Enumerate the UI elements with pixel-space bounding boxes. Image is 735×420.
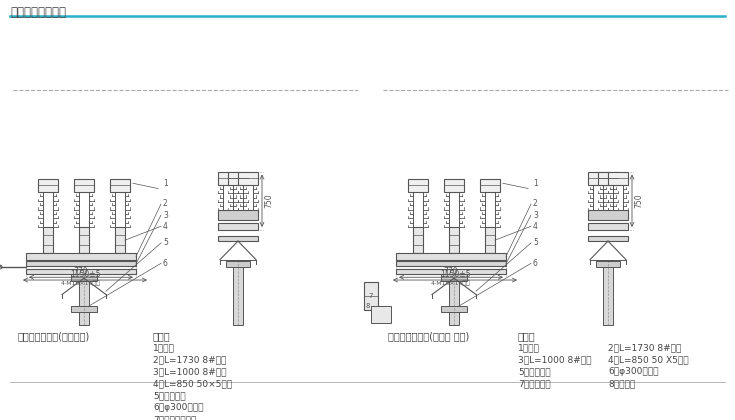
Bar — [74, 179, 94, 192]
Text: 5、撑起抱箍: 5、撑起抱箍 — [518, 367, 551, 376]
Bar — [71, 306, 97, 312]
Text: 5: 5 — [533, 239, 538, 247]
Bar — [449, 274, 459, 325]
Text: 7、手动操作手柄: 7、手动操作手柄 — [153, 415, 196, 420]
Text: 4-M16×18螺栓: 4-M16×18螺栓 — [431, 280, 471, 286]
Bar — [79, 274, 89, 325]
Bar — [441, 274, 467, 281]
Bar — [596, 262, 620, 267]
Text: 4: 4 — [533, 222, 538, 231]
Bar — [115, 227, 125, 253]
Text: 8: 8 — [366, 303, 370, 309]
Bar — [218, 236, 258, 241]
Bar — [71, 274, 97, 281]
Bar — [608, 171, 628, 184]
Bar — [364, 282, 378, 310]
Bar — [218, 171, 238, 184]
Bar — [38, 179, 58, 192]
Bar — [449, 227, 459, 253]
Text: 750: 750 — [264, 194, 273, 208]
Bar — [485, 227, 495, 253]
Bar — [218, 223, 258, 230]
Text: 6: 6 — [163, 259, 168, 268]
Bar — [79, 227, 89, 253]
Text: 6、φ300电线杆: 6、φ300电线杆 — [608, 367, 659, 376]
Text: 1、开关: 1、开关 — [518, 343, 540, 352]
Bar — [603, 260, 613, 325]
Bar — [371, 306, 391, 323]
Text: 1、开关: 1、开关 — [153, 343, 175, 352]
Text: 3、L=1000 8#槽钢: 3、L=1000 8#槽钢 — [518, 355, 592, 364]
Text: 4: 4 — [163, 222, 168, 231]
Text: 3、L=1000 8#槽钢: 3、L=1000 8#槽钢 — [153, 367, 226, 376]
Text: 说明：: 说明： — [518, 331, 536, 341]
Text: 770: 770 — [74, 267, 88, 276]
Text: 1150±5: 1150±5 — [70, 270, 100, 278]
Bar — [110, 179, 130, 192]
Text: 2、L=1730 8#槽钢: 2、L=1730 8#槽钢 — [153, 355, 226, 364]
Bar — [396, 253, 506, 260]
Text: 4、L=850 50 X5角钢: 4、L=850 50 X5角钢 — [608, 355, 689, 364]
Text: 说明：: 说明： — [153, 331, 171, 341]
Text: 2: 2 — [163, 200, 168, 208]
Text: 1150±5: 1150±5 — [440, 270, 470, 278]
Text: 外形及安装尺寸图: 外形及安装尺寸图 — [10, 6, 66, 19]
Bar — [480, 179, 500, 192]
Bar — [588, 236, 628, 241]
Text: 7、电动机构: 7、电动机构 — [518, 379, 551, 388]
Text: 3: 3 — [163, 210, 168, 220]
Bar — [396, 269, 506, 274]
Bar — [226, 262, 250, 267]
Bar — [218, 210, 258, 220]
Bar — [238, 171, 258, 184]
Bar — [588, 223, 628, 230]
Text: 2: 2 — [533, 200, 538, 208]
Text: 7: 7 — [369, 293, 373, 299]
Text: 770: 770 — [444, 267, 459, 276]
Text: 8、控制箱: 8、控制箱 — [608, 379, 635, 388]
Text: 开关安装示意图(配电动 机构): 开关安装示意图(配电动 机构) — [388, 331, 469, 341]
Bar — [588, 210, 628, 220]
Bar — [588, 171, 608, 184]
Text: 5: 5 — [163, 239, 168, 247]
Text: 开关安装示意图(手动操作): 开关安装示意图(手动操作) — [18, 331, 90, 341]
Bar — [413, 227, 423, 253]
Bar — [228, 171, 248, 184]
Text: 3: 3 — [533, 210, 538, 220]
Text: 5、撑起抱箍: 5、撑起抱箍 — [153, 391, 186, 400]
Text: 750: 750 — [634, 194, 643, 208]
Bar — [598, 171, 618, 184]
Bar — [43, 227, 53, 253]
Text: 6: 6 — [533, 259, 538, 268]
Text: 1: 1 — [163, 179, 168, 188]
Text: 4-M16×18螺栓: 4-M16×18螺栓 — [61, 280, 101, 286]
Text: 1: 1 — [533, 179, 538, 188]
Bar — [233, 260, 243, 325]
Bar — [26, 253, 136, 260]
Text: 6、φ300电线杆: 6、φ300电线杆 — [153, 403, 204, 412]
Bar — [396, 262, 506, 266]
Text: 2、L=1730 8#槽钢: 2、L=1730 8#槽钢 — [608, 343, 681, 352]
Bar — [408, 179, 428, 192]
Bar — [26, 269, 136, 274]
Bar — [441, 306, 467, 312]
Bar — [26, 262, 136, 266]
Bar — [444, 179, 464, 192]
Text: 4、L=850 50×5角多: 4、L=850 50×5角多 — [153, 379, 232, 388]
